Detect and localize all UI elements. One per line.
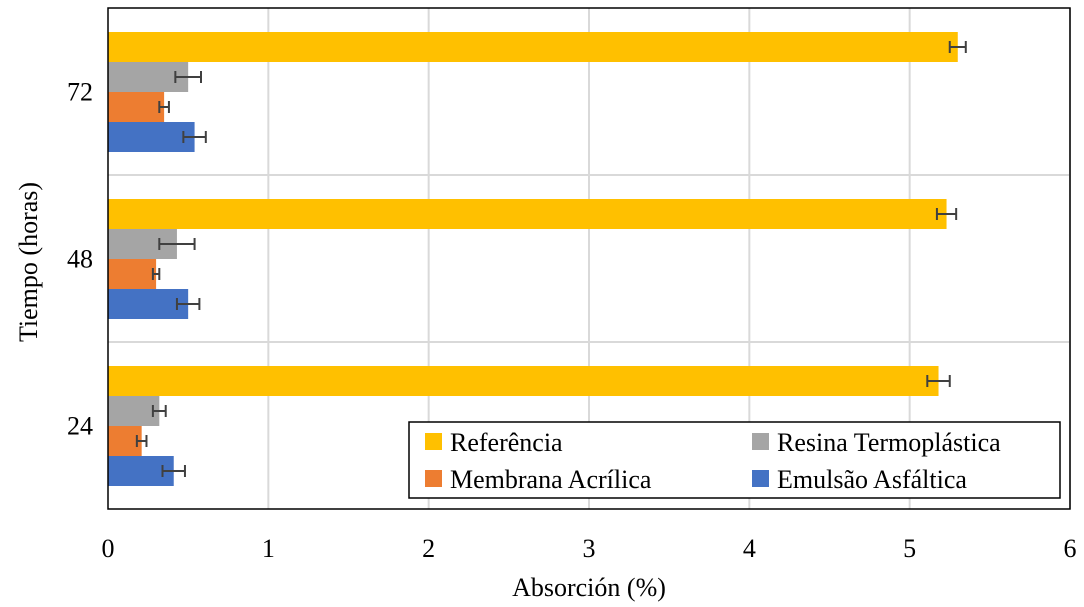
x-tick-label: 0 <box>102 534 115 563</box>
bar <box>108 199 947 229</box>
bar <box>108 289 189 319</box>
y-tick-label: 72 <box>67 78 93 107</box>
axes-layer <box>107 7 1071 510</box>
legend-box <box>408 421 1061 499</box>
bar <box>108 122 195 152</box>
bars-layer <box>108 32 958 486</box>
x-tick-label: 6 <box>1064 534 1077 563</box>
legend-swatch <box>425 470 442 487</box>
bar <box>108 92 165 122</box>
bar <box>108 259 157 289</box>
legend: Referência Resina Termoplástica Membrana A… <box>408 421 1061 499</box>
bar <box>108 396 160 426</box>
legend-swatch <box>752 470 769 487</box>
x-axis-title: Absorción (%) <box>512 573 666 602</box>
y-tick-label: 48 <box>67 245 93 274</box>
legend-label: Membrana Acrílica <box>450 465 652 494</box>
legend-swatch <box>752 433 769 450</box>
y-tick-label: 24 <box>67 412 93 441</box>
y-axis-title: Tiempo (horas) <box>14 182 43 342</box>
legend-swatch <box>425 433 442 450</box>
x-tick-label: 3 <box>583 534 596 563</box>
x-tick-label: 5 <box>903 534 916 563</box>
bar <box>108 366 939 396</box>
bar <box>108 32 958 62</box>
legend-label: Resina Termoplástica <box>777 428 1001 457</box>
tick-labels: 24 48 72 0 1 2 3 4 5 6 <box>67 78 1077 564</box>
legend-label: Referência <box>450 428 563 457</box>
x-tick-label: 2 <box>422 534 435 563</box>
x-tick-label: 1 <box>262 534 275 563</box>
error-bars-layer <box>135 41 967 477</box>
plot-border <box>107 7 1071 510</box>
x-tick-label: 4 <box>743 534 756 563</box>
legend-label: Emulsão Asfáltica <box>777 465 967 494</box>
